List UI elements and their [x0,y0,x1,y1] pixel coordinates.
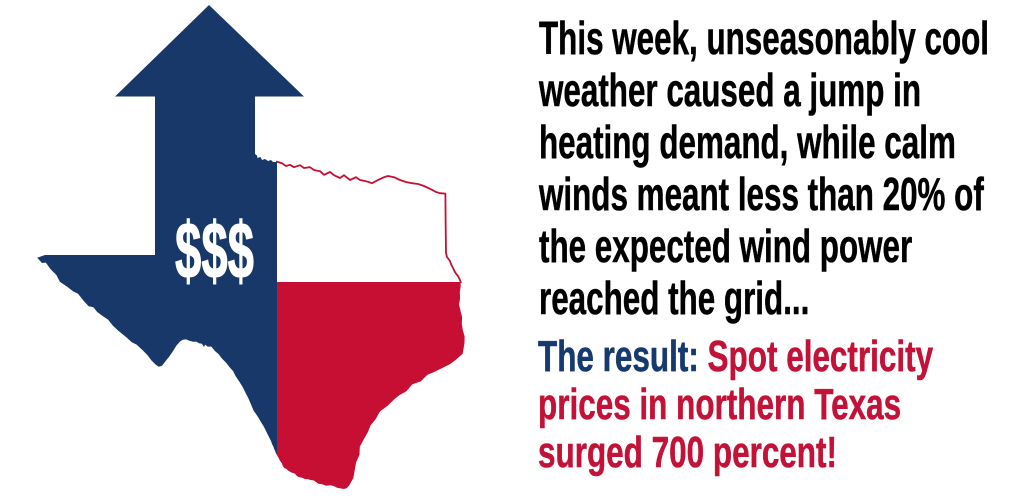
svg-text:$$$: $$$ [175,205,254,295]
